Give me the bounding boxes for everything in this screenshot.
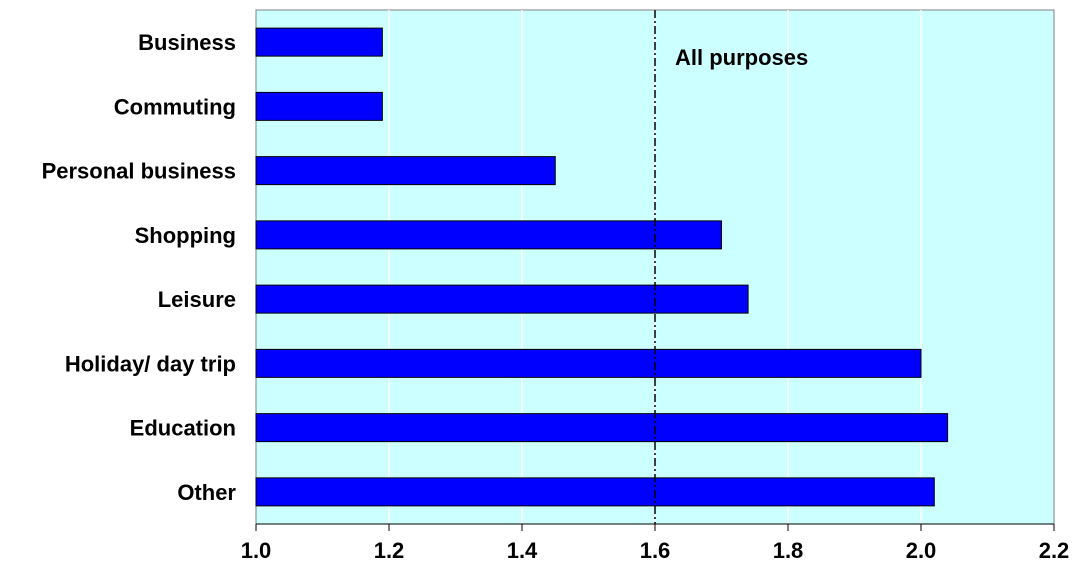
category-label: Other <box>177 480 236 505</box>
category-label: Personal business <box>42 159 236 184</box>
x-tick-label: 1.6 <box>640 538 671 563</box>
x-tick-label: 1.8 <box>773 538 804 563</box>
category-label: Shopping <box>135 223 236 248</box>
category-label: Holiday/ day trip <box>65 351 236 376</box>
x-tick-label: 1.0 <box>241 538 272 563</box>
x-tick-label: 1.2 <box>374 538 405 563</box>
bar <box>255 91 383 121</box>
bar <box>255 284 749 314</box>
reference-line-label: All purposes <box>675 45 808 70</box>
x-tick-label: 1.4 <box>507 538 538 563</box>
x-tick-label: 2.0 <box>906 538 937 563</box>
category-labels: Business Commuting Personal business Shoppi… <box>42 30 237 505</box>
bars <box>255 27 949 507</box>
x-axis: 1.0 1.2 1.4 1.6 1.8 2.0 2.2 <box>241 523 1070 563</box>
bar <box>255 156 556 186</box>
x-tick-label: 2.2 <box>1039 538 1070 563</box>
bar <box>255 27 383 57</box>
bar <box>255 220 722 250</box>
bar <box>255 413 949 443</box>
category-label: Education <box>130 416 236 441</box>
category-label: Commuting <box>114 94 236 119</box>
bar <box>255 477 935 507</box>
category-label: Leisure <box>158 287 236 312</box>
category-label: Business <box>138 30 236 55</box>
bar <box>255 348 922 378</box>
